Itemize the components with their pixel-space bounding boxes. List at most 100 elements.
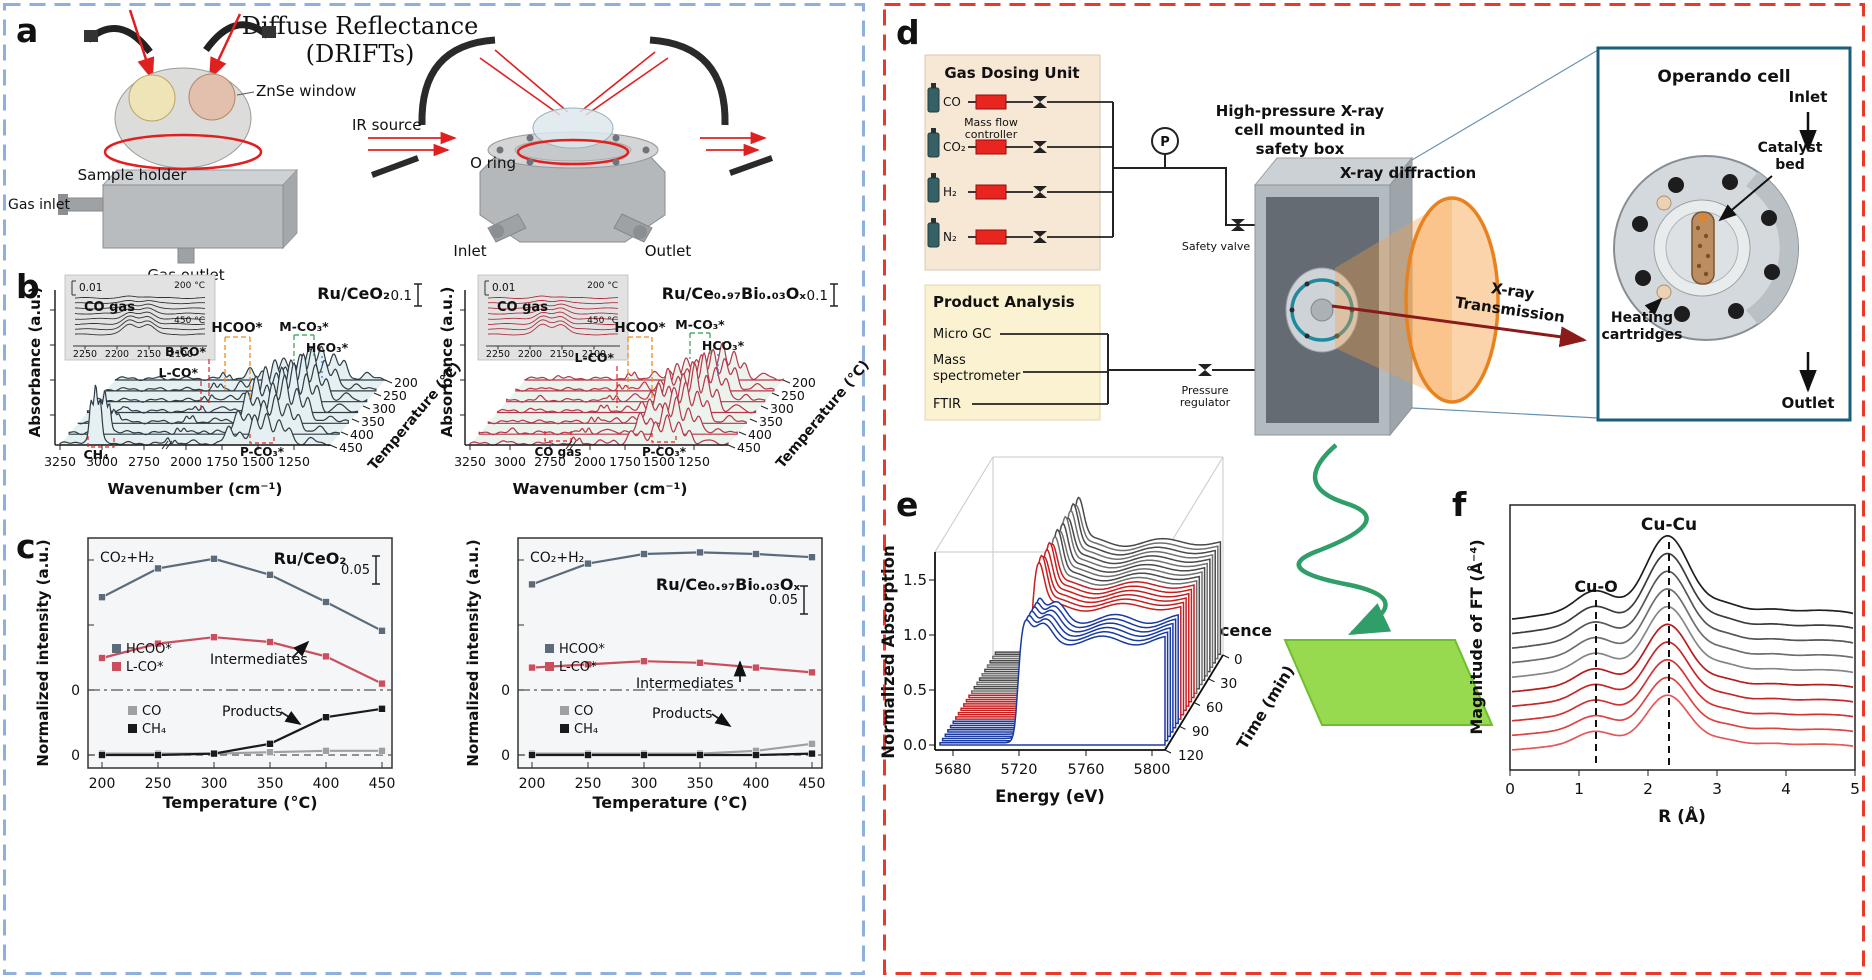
series-line bbox=[101, 636, 383, 685]
tick: 2100 bbox=[582, 349, 606, 360]
tick: 450 bbox=[799, 776, 826, 792]
band-label-lco: L-CO* bbox=[159, 365, 199, 380]
series-marker bbox=[210, 749, 218, 758]
mass-flow-controller bbox=[975, 139, 1007, 155]
o-ring bbox=[516, 138, 630, 166]
tick: 120 bbox=[1178, 748, 1204, 764]
inset-spectrum bbox=[74, 299, 206, 305]
panel-a-title-line2: (DRIFTs) bbox=[306, 40, 415, 68]
catalyst-bed-label: Catalyst bbox=[1758, 140, 1823, 156]
product-analysis-unit: Product Analysis Micro GC Mass spectrome… bbox=[924, 284, 1256, 421]
series-marker bbox=[640, 751, 648, 759]
inset-scale: 0.01 bbox=[492, 282, 515, 294]
glass-dome bbox=[532, 107, 614, 149]
tick: 200 bbox=[89, 776, 116, 792]
time-axis-label: Time (min) bbox=[1233, 662, 1298, 752]
tick: 2250 bbox=[486, 349, 510, 360]
heating-cartridges-arrow bbox=[1644, 297, 1663, 316]
series-marker bbox=[322, 652, 330, 661]
tick: 1 bbox=[1574, 780, 1584, 798]
panel-b-label: b bbox=[16, 267, 40, 306]
window-left bbox=[128, 74, 176, 122]
temp-tick: 300 bbox=[372, 401, 396, 416]
tick: 350 bbox=[687, 776, 714, 792]
gas-line-n2: N₂ bbox=[927, 218, 1113, 248]
y-axis-label: Absorbance (a.u.) bbox=[438, 287, 456, 438]
tick: 450 bbox=[369, 776, 396, 792]
series-line bbox=[532, 752, 813, 757]
b-right-annotations: HCOO* L-CO* M-CO₃* HCO₃* CO gas P-CO₃* bbox=[534, 317, 744, 459]
left-panel-border bbox=[3, 3, 865, 975]
inset-co-gas-spectra bbox=[74, 295, 206, 336]
valve-icon bbox=[1033, 96, 1047, 108]
series-marker bbox=[98, 751, 106, 759]
b-left-chart: 3250 3000 2750 2000 1750 1500 1250 450 4… bbox=[26, 274, 465, 498]
tick: 3250 bbox=[454, 454, 486, 469]
ft-curve-gray bbox=[1511, 605, 1854, 678]
instrument-label: spectrometer bbox=[933, 369, 1021, 384]
inset-spectrum bbox=[75, 311, 205, 320]
b-left-annotations: HCOO* B-CO* L-CO* M-CO₃* HCO₃* CH₄ P-CO₃… bbox=[83, 319, 348, 462]
temp-tick: 200 bbox=[394, 375, 418, 390]
valve-icon bbox=[1033, 186, 1047, 198]
gas-label: N₂ bbox=[943, 230, 957, 244]
inset-co-gas-spectra bbox=[487, 295, 619, 336]
temp-tick: 450 bbox=[339, 440, 363, 455]
intermediates-label: Intermediates bbox=[210, 652, 308, 668]
series-marker bbox=[154, 639, 162, 648]
tick: 2150 bbox=[137, 349, 161, 360]
ft-curve-gray bbox=[1511, 552, 1854, 635]
y-axis-label: Magnitude of FT (Å⁻⁴) bbox=[1467, 539, 1486, 734]
band-label-lco: L-CO* bbox=[575, 350, 615, 365]
series-marker bbox=[696, 751, 704, 759]
series-line bbox=[102, 707, 383, 757]
ft-curve-red bbox=[1511, 641, 1854, 708]
series-marker bbox=[696, 548, 704, 557]
xanes-curve-blue bbox=[939, 619, 1166, 746]
panel-b: b 3250 3000 2750 2000 1750 1500 1250 450… bbox=[16, 267, 873, 498]
tick: 1.0 bbox=[903, 626, 927, 644]
series-marker bbox=[98, 654, 106, 662]
inset-spectrum bbox=[487, 295, 619, 299]
tick: 2100 bbox=[169, 349, 193, 360]
tick: 300 bbox=[201, 776, 228, 792]
y-axis-label: Normalized intensity (a.u.) bbox=[34, 539, 52, 766]
scale-bar-value: 0.1 bbox=[391, 288, 412, 304]
tick: 3 bbox=[1712, 780, 1722, 798]
products-label: Products bbox=[222, 704, 282, 720]
ft-curve-gray bbox=[1511, 588, 1854, 664]
temp-tick: 200 bbox=[792, 375, 816, 390]
e-axes bbox=[929, 552, 1230, 756]
scale-bar-value: 0.05 bbox=[341, 563, 370, 578]
zero-tick: 0 bbox=[501, 748, 510, 764]
ft-curve-gray bbox=[1511, 535, 1854, 620]
f-axes bbox=[1509, 770, 1856, 776]
xray-diffraction-cone bbox=[1335, 196, 1500, 404]
series-marker bbox=[154, 564, 162, 573]
legend-label: L-CO* bbox=[559, 660, 597, 675]
tick: 350 bbox=[257, 776, 284, 792]
mirror-right bbox=[649, 36, 729, 126]
drifts-optics-schematic bbox=[368, 36, 774, 243]
series-marker bbox=[584, 751, 592, 759]
gas-label: H₂ bbox=[943, 185, 957, 199]
tick: 250 bbox=[145, 776, 172, 792]
series-marker bbox=[584, 559, 592, 568]
drifts-cell-schematic bbox=[58, 9, 299, 264]
scale-bar-value: 0.1 bbox=[807, 288, 828, 304]
y-axis-label: Normalized Absorption bbox=[879, 545, 898, 759]
band-label-mco3: M-CO₃* bbox=[279, 319, 329, 334]
spectrum-curve bbox=[68, 390, 340, 436]
legend-label: CH₄ bbox=[142, 722, 166, 737]
gas-dosing-unit: Gas Dosing Unit CO Mass flow controller … bbox=[924, 54, 1114, 271]
cell-caption: safety box bbox=[1256, 140, 1345, 158]
tick: 2250 bbox=[73, 349, 97, 360]
series-marker bbox=[266, 748, 274, 757]
mfc-label: controller bbox=[965, 128, 1018, 141]
instrument-label: FTIR bbox=[933, 397, 961, 412]
tick: 1.5 bbox=[903, 571, 927, 589]
o-ring-label: O ring bbox=[470, 154, 516, 172]
tick: 1500 bbox=[242, 454, 274, 469]
condition-label: CO₂+H₂ bbox=[530, 550, 584, 566]
ir-beam-arrow bbox=[208, 13, 242, 81]
